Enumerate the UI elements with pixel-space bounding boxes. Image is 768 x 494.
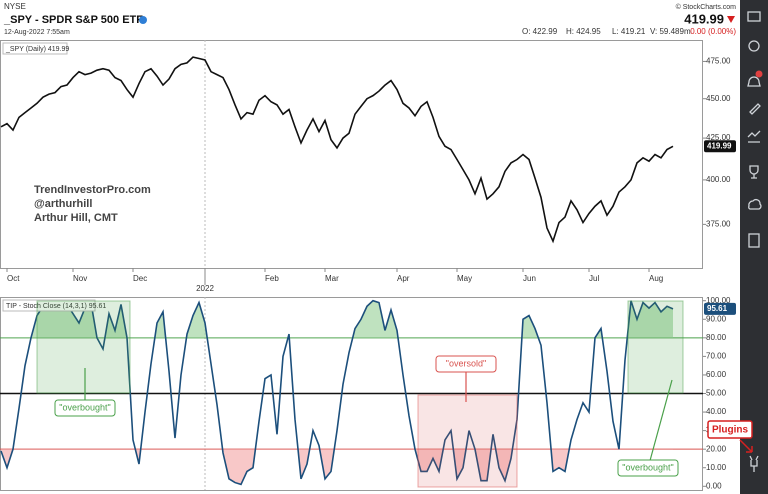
date: 12-Aug-2022 7:55am [4, 29, 70, 36]
last-value-label: 419.99 [707, 141, 732, 150]
y-tick-label: 475.00 [706, 57, 731, 66]
oversold-fill [1, 449, 570, 485]
change: 0.00 (0.00%) [690, 27, 736, 36]
low: L: 419.21 [612, 27, 646, 36]
x-tick-label: Jul [589, 274, 599, 283]
icon[interactable] [749, 165, 759, 179]
plugins-button[interactable] [707, 420, 753, 439]
x-tick-label: Feb [265, 274, 279, 283]
y-tick-label: 100.00 [706, 296, 731, 305]
high: H: 424.95 [566, 27, 601, 36]
exchange: NYSE [4, 2, 26, 11]
last-value-tag [704, 302, 736, 315]
y-tick-label: 60.00 [706, 370, 727, 379]
badge [755, 70, 763, 78]
sidebar-icons [747, 11, 762, 472]
y-tick-label: 400.00 [706, 175, 731, 184]
price-line [0, 56, 674, 244]
volume: V: 59.489m [650, 27, 691, 36]
plots: 475.00 450.00 425.00 400.00 375.00 419.99 _SPY… [0, 40, 736, 490]
y-tick-label: 70.00 [706, 351, 727, 360]
y-tick-label: 20.00 [706, 444, 727, 453]
legend: TIP - Stoch Close (14,3,1) 95.61 [6, 303, 106, 310]
x-tick-label: Mar [325, 274, 339, 283]
x-tick-label: Aug [649, 274, 663, 283]
icon[interactable] [747, 76, 761, 87]
icon[interactable] [747, 11, 761, 22]
icon[interactable] [749, 103, 761, 115]
icon[interactable] [748, 40, 760, 52]
y-tick-label: 425.00 [706, 133, 731, 142]
annotation-region [417, 394, 518, 488]
symbol-title: _SPY - SPDR S&P 500 ETF [3, 14, 143, 26]
y-tick-label: 90.00 [706, 314, 727, 323]
open: O: 422.99 [522, 27, 558, 36]
annotation-label: "oversold" [446, 358, 486, 368]
annotation-connector [647, 379, 673, 469]
last-value-tag [704, 140, 736, 153]
y-tick-label: 375.00 [706, 219, 731, 228]
y-tick-label: 450.00 [706, 94, 731, 103]
down-arrow [727, 16, 735, 23]
y-tick-label: 50.00 [706, 389, 727, 398]
annotation-label: "overbought" [59, 402, 110, 412]
x-tick-label: May [457, 274, 472, 283]
add-icon[interactable] [139, 16, 147, 24]
annotation-region [627, 300, 684, 394]
x-tick-label: Dec [133, 274, 147, 283]
legend-box [2, 42, 68, 55]
icon[interactable] [749, 455, 759, 472]
x-tick-label: 2022 [196, 284, 214, 293]
plugins-arrow [739, 439, 753, 453]
x-tick-label: Oct [7, 274, 20, 283]
watermark: @arthurhill [34, 198, 92, 210]
annotation-box [54, 399, 116, 417]
last-price: 419.99 [684, 11, 724, 26]
y-tick-label: 80.00 [706, 333, 727, 342]
y-tick-label: 0.00 [706, 481, 722, 490]
legend: _SPY (Daily) 419.99 [5, 46, 69, 53]
x-tick-label: Jun [523, 274, 536, 283]
annotation-box [617, 459, 679, 477]
copyright: © StockCharts.com [676, 3, 737, 11]
y-tick-label: 10.00 [706, 463, 727, 472]
price-line [0, 299, 674, 486]
icon[interactable] [748, 233, 760, 248]
x-tick-label: Nov [73, 274, 87, 283]
annotation-box [435, 355, 497, 373]
x-tick-label: Apr [397, 274, 410, 283]
last-value-label: 95.61 [707, 304, 728, 313]
watermark: Arthur Hill, CMT [34, 212, 118, 224]
overbought-fill [31, 300, 673, 338]
icon[interactable] [747, 130, 761, 143]
y-tick-label: 40.00 [706, 407, 727, 416]
annotation-region [36, 300, 131, 394]
plugins-label: Plugins [712, 425, 749, 436]
watermark: TrendInvestorPro.com [34, 184, 151, 196]
price-panel [0, 40, 703, 269]
annotation-label: "overbought" [622, 462, 673, 472]
legend-box [2, 299, 96, 312]
icon[interactable] [748, 199, 762, 210]
